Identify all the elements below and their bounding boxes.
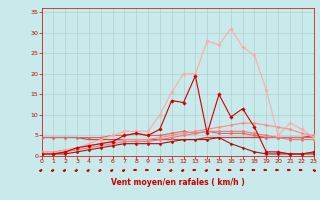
X-axis label: Vent moyen/en rafales ( km/h ): Vent moyen/en rafales ( km/h ) <box>111 178 244 187</box>
